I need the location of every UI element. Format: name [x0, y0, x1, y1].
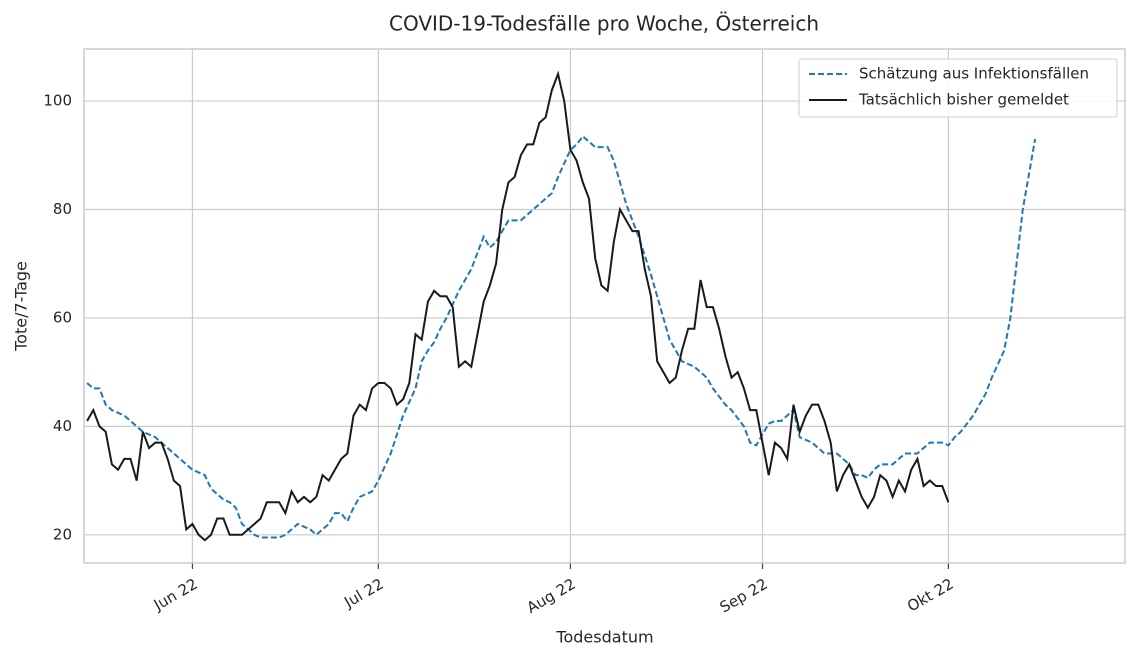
chart-title: COVID-19-Todesfälle pro Woche, Österreic…	[389, 12, 819, 36]
y-tick-label: 60	[53, 308, 72, 326]
plot-frame	[83, 48, 1126, 564]
y-axis-label: Tote/7-Tage	[12, 261, 31, 352]
series-line	[86, 134, 1037, 539]
x-tick-label: Aug 22	[524, 575, 579, 617]
x-tick-label: Sep 22	[717, 575, 771, 617]
legend-box	[798, 58, 1118, 118]
x-tick-label: Okt 22	[904, 575, 957, 616]
y-tick-label: 100	[43, 92, 72, 110]
x-axis-label: Todesdatum	[555, 628, 653, 647]
series-line	[86, 70, 950, 542]
x-tick-label: Jun 22	[150, 575, 201, 615]
y-tick-label: 80	[53, 200, 72, 218]
legend-label: Tatsächlich bisher gemeldet	[858, 91, 1069, 109]
legend-label: Schätzung aus Infektionsfällen	[859, 65, 1089, 83]
y-tick-label: 20	[53, 525, 72, 543]
x-tick-label: Jul 22	[340, 575, 386, 612]
y-tick-label: 40	[53, 417, 72, 435]
